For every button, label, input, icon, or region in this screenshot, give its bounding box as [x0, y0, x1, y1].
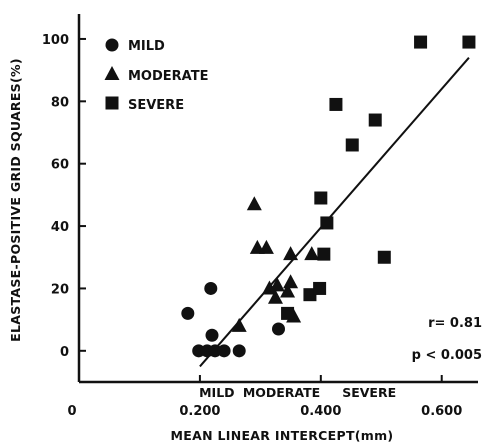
x-tick-label: 0.200: [179, 404, 220, 419]
mild-point: [181, 306, 195, 320]
y-tick-label: 100: [42, 33, 69, 48]
legend-circle-icon: [105, 38, 119, 52]
y-tick-label: 20: [51, 282, 69, 297]
moderate-point: [258, 239, 274, 254]
y-tick-label: 0: [60, 345, 69, 360]
severe-point: [377, 250, 391, 264]
category-label-severe: SEVERE: [342, 385, 396, 400]
x-ticks: 0 0.200 0.400 0.600: [67, 375, 462, 419]
x-tick-label: 0.600: [421, 404, 462, 419]
moderate-point: [280, 283, 296, 298]
severe-point: [345, 138, 359, 152]
y-tick-label: 40: [51, 220, 69, 235]
legend-triangle-icon: [104, 66, 120, 80]
moderate-point: [267, 289, 283, 304]
mild-point: [204, 281, 218, 295]
legend-label-mild: MILD: [128, 39, 165, 54]
severe-point: [368, 113, 382, 127]
severe-point: [314, 191, 328, 205]
category-labels: MILD MODERATE SEVERE: [199, 385, 396, 400]
mild-point: [205, 328, 219, 342]
r-value-annotation: r= 0.81: [428, 316, 482, 331]
data-points: [181, 35, 476, 358]
mild-point: [232, 344, 246, 358]
severe-point: [414, 35, 428, 49]
y-ticks: 0 20 40 60 80 100: [42, 33, 86, 360]
x-origin-label: 0: [67, 404, 76, 419]
x-tick-label: 0.400: [300, 404, 341, 419]
severe-point: [313, 281, 327, 295]
moderate-point: [269, 277, 285, 292]
mild-point: [217, 344, 231, 358]
legend: MILD MODERATE SEVERE: [104, 38, 208, 113]
y-tick-label: 80: [51, 95, 69, 110]
moderate-point: [283, 246, 299, 261]
moderate-point: [231, 317, 247, 332]
severe-point: [320, 216, 334, 230]
severe-point: [329, 97, 343, 111]
regression-line: [199, 57, 470, 368]
p-value-annotation: p < 0.005: [412, 348, 482, 363]
legend-square-icon: [105, 96, 119, 110]
moderate-point: [246, 196, 262, 211]
legend-label-severe: SEVERE: [128, 98, 184, 113]
legend-label-moderate: MODERATE: [128, 69, 208, 84]
severe-point: [462, 35, 476, 49]
moderate-point: [304, 246, 320, 261]
category-label-mild: MILD: [199, 385, 234, 400]
moderate-point: [283, 274, 299, 289]
severe-point: [317, 247, 331, 261]
mild-point: [208, 344, 222, 358]
mild-point: [272, 322, 285, 336]
severe-point: [281, 306, 295, 320]
y-tick-label: 60: [51, 158, 69, 173]
y-axis-title: ELASTASE-POSITIVE GRID SQUARES(%): [8, 58, 23, 342]
x-axis-title: MEAN LINEAR INTERCEPT(mm): [171, 428, 394, 443]
category-label-moderate: MODERATE: [243, 385, 320, 400]
